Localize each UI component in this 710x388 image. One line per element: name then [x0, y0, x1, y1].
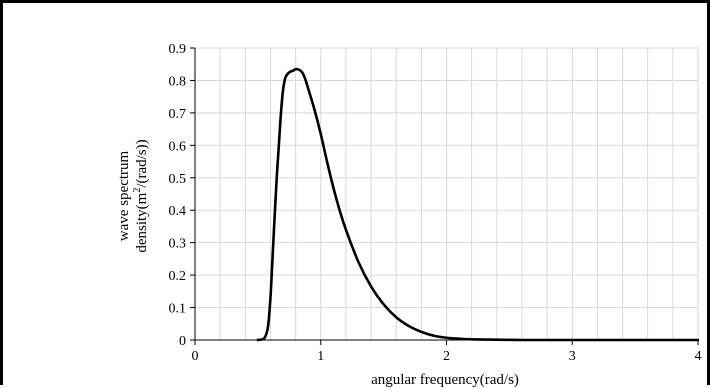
series-layer [256, 67, 700, 342]
y-tick-label: 0.5 [169, 172, 187, 187]
y-tick-label: 0.4 [169, 204, 187, 219]
tick-labels: 0 0.1 0.2 0.3 0.4 0.5 0.6 0.7 0.8 0.9 0 1 2 3 4 [169, 42, 702, 364]
y-tick-label: 0.8 [169, 74, 187, 89]
y-axis-label: wave spectrum density(m2/(rad/s)) [116, 139, 150, 252]
x-tick-label: 2 [443, 349, 450, 364]
y-axis-label-superscript: 2 [132, 188, 143, 193]
y-axis-label-line2: density(m2/(rad/s)) [132, 139, 150, 252]
y-axis-label-line1: wave spectrum [116, 150, 132, 241]
y-tick-label: 0.3 [169, 237, 187, 252]
y-tick-label: 0.9 [169, 42, 187, 57]
axes [190, 47, 699, 345]
x-axis-label: angular frequency(rad/s) [371, 372, 519, 388]
y-tick-label: 0.6 [169, 139, 187, 154]
y-axis-label-prefix: density(m [134, 192, 150, 252]
spectrum-series-line [256, 67, 700, 342]
y-axis-label-suffix: /(rad/s)) [134, 139, 150, 187]
y-tick-label: 0.7 [169, 107, 187, 122]
y-tick-label: 0 [179, 334, 186, 349]
y-tick-label: 0.2 [169, 269, 187, 284]
y-tick-label: 0.1 [169, 302, 187, 317]
x-tick-label: 4 [695, 349, 702, 364]
x-tick-label: 3 [569, 349, 576, 364]
grid [195, 47, 699, 340]
spectrum-chart: 0 0.1 0.2 0.3 0.4 0.5 0.6 0.7 0.8 0.9 0 1 2 3 4 angula… [116, 42, 702, 388]
x-tick-label: 0 [192, 349, 199, 364]
x-tick-label: 1 [317, 349, 324, 364]
